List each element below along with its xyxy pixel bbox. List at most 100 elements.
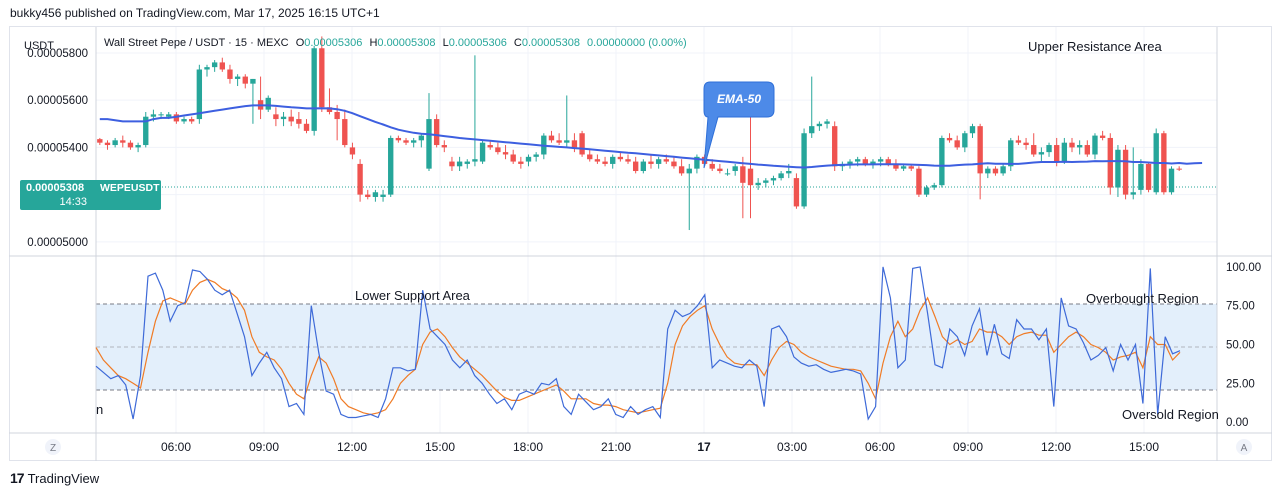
candle-body	[686, 168, 692, 174]
candle-body	[418, 135, 425, 141]
candle-body	[1069, 142, 1075, 148]
candle-body	[426, 119, 432, 169]
candle-body	[1031, 145, 1037, 155]
candle-body	[456, 161, 463, 167]
zoom-right-button[interactable]: A	[1236, 439, 1252, 455]
candle-body	[1092, 135, 1098, 155]
candle-body	[870, 161, 876, 164]
candle-body	[273, 114, 279, 120]
time-tick-label: 09:00	[249, 440, 279, 454]
time-tick-label: 18:00	[513, 440, 543, 454]
candle-body	[969, 126, 976, 134]
candle-body	[640, 161, 647, 172]
candle-body	[671, 161, 677, 167]
candle-body	[1038, 152, 1045, 155]
candle-body	[985, 168, 991, 174]
price-tick-label: 0.00005800	[27, 48, 88, 60]
candle-body	[1145, 163, 1152, 190]
candle-body	[326, 107, 333, 112]
candle-body	[770, 178, 777, 181]
change-value: 0.00000000 (0.00%)	[587, 37, 687, 49]
zoom-left-button[interactable]: Z	[45, 439, 61, 455]
stoch-k-line	[95, 266, 1181, 421]
price-tick-label: 0.00005400	[27, 142, 88, 154]
candle-body	[441, 145, 447, 148]
stoch-d-line	[95, 278, 1181, 416]
candle-body	[112, 140, 118, 146]
candle-body	[449, 161, 455, 167]
candle-body	[342, 119, 348, 146]
candle-body	[1000, 166, 1006, 174]
currency-label[interactable]: USDT	[24, 40, 54, 52]
candle-body	[1023, 142, 1029, 146]
candle-body	[533, 154, 539, 157]
candle-body	[579, 133, 585, 155]
candle-body	[135, 145, 141, 148]
candles	[97, 36, 1182, 231]
candle-body	[939, 137, 945, 186]
stoch-tick-label: 75.00	[1226, 301, 1255, 313]
candle-body	[755, 182, 761, 186]
candle-body	[525, 156, 532, 162]
candle-body	[349, 147, 356, 155]
candle-body	[916, 168, 922, 195]
candle-body	[265, 97, 271, 110]
candle-body	[219, 62, 225, 70]
candle-body	[143, 116, 149, 146]
candle-body	[885, 159, 891, 164]
candle-body	[311, 48, 317, 131]
candle-body	[732, 166, 738, 172]
time-tick-label: 12:00	[1041, 440, 1071, 454]
candle-body	[1099, 135, 1106, 138]
high-label: H	[369, 37, 377, 49]
candle-body	[648, 161, 654, 164]
oversold-label: Oversold Region	[1122, 407, 1219, 422]
svg-text:Z: Z	[50, 443, 56, 454]
tradingview-logo[interactable]: 17 TradingView	[10, 470, 99, 486]
candle-body	[518, 161, 524, 164]
candle-body	[717, 168, 723, 172]
publisher-header: bukky456 published on TradingView.com, M…	[10, 6, 380, 20]
candle-body	[816, 123, 823, 127]
price-tag-value: 0.00005308	[26, 182, 84, 194]
candle-body	[334, 111, 340, 120]
candle-body	[587, 154, 593, 160]
candle-body	[303, 123, 310, 131]
candle-body	[1138, 163, 1144, 190]
tradingview-logo-icon: 17	[10, 470, 25, 486]
candle-body	[479, 142, 486, 162]
candle-body	[464, 161, 470, 164]
candle-body	[678, 166, 685, 174]
candle-body	[388, 137, 394, 195]
candle-body	[120, 140, 126, 143]
candle-body	[954, 140, 960, 148]
time-tick-label: 17	[697, 440, 711, 454]
candle-body	[403, 140, 409, 143]
time-tick-label: 15:00	[1129, 440, 1159, 454]
candle-body	[1084, 145, 1090, 155]
stoch-tick-label: 50.00	[1226, 340, 1255, 352]
time-tick-label: 06:00	[865, 440, 895, 454]
candle-body	[747, 168, 754, 186]
candle-body	[617, 156, 624, 160]
candle-body	[1107, 137, 1113, 188]
candle-body	[97, 139, 103, 143]
candle-body	[1046, 145, 1052, 153]
candle-body	[655, 159, 662, 164]
close-label: C	[514, 37, 522, 49]
candle-body	[189, 119, 195, 122]
candle-body	[1076, 145, 1083, 148]
candle-body	[495, 147, 501, 153]
candle-body	[196, 69, 203, 120]
ema-callout-label: EMA-50	[717, 92, 761, 106]
candle-body	[296, 119, 302, 124]
candle-body	[204, 67, 210, 70]
candle-body	[395, 137, 402, 141]
symbol-name: Wall Street Pepe / USDT · 15 · MEXC	[104, 37, 289, 49]
tradingview-brand: TradingView	[27, 470, 100, 486]
candle-body	[663, 159, 669, 162]
price-tag-symbol: WEPEUSDT	[100, 182, 160, 194]
candle-body	[1115, 149, 1121, 188]
stoch-tick-label: 100.00	[1226, 262, 1261, 274]
